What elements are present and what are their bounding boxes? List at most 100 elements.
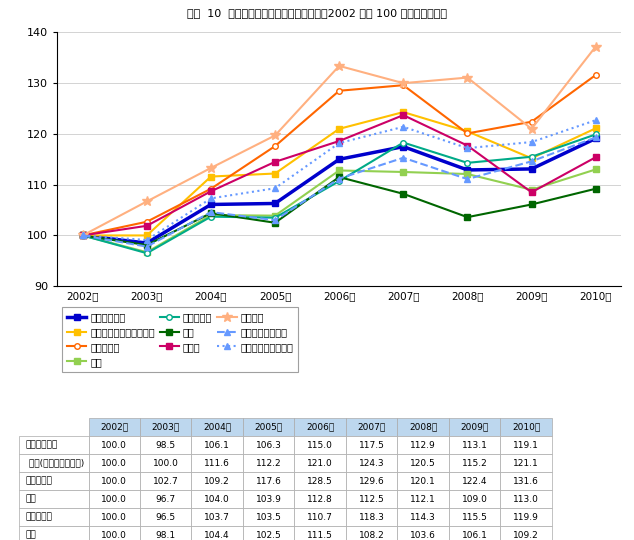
粉末冶金 (207, 165, 215, 171)
粉末冶金 (399, 80, 407, 86)
粉末冶金 (592, 43, 600, 50)
粉末冶金 (143, 198, 151, 205)
金属プレス (335, 178, 343, 184)
金属プレス (79, 232, 86, 239)
熱処理 (527, 189, 535, 195)
ダイカスト (79, 232, 86, 239)
Line: 金属プレス: 金属プレス (80, 132, 598, 256)
（参考）輸送用機械 (271, 185, 279, 192)
熱処理 (79, 232, 86, 239)
Line: （参考）製造業計: （参考）製造業計 (80, 134, 598, 249)
Line: ダイカスト: ダイカスト (80, 72, 598, 238)
素形材産業計 (79, 232, 86, 239)
熱処理 (335, 138, 343, 144)
镃造（ダイカスト除く） (463, 128, 471, 134)
ダイカスト (592, 72, 600, 78)
金型 (79, 232, 86, 239)
Line: （参考）輸送用機械: （参考）輸送用機械 (80, 117, 598, 243)
鍛造 (592, 166, 600, 173)
金属プレス (463, 160, 471, 166)
镃造（ダイカスト除く） (207, 173, 215, 180)
Line: 鍛造: 鍛造 (80, 167, 598, 255)
素形材産業計 (527, 166, 535, 172)
（参考）輸送用機械 (79, 232, 86, 239)
ダイカスト (335, 87, 343, 94)
素形材産業計 (335, 156, 343, 163)
鍛造 (207, 212, 215, 218)
ダイカスト (527, 118, 535, 125)
Text: 図表  10  １事業所あたり従業者数の推移（2002 年を 100 として指数化）: 図表 10 １事業所あたり従業者数の推移（2002 年を 100 として指数化） (187, 8, 447, 18)
金型 (399, 191, 407, 197)
粉末冶金 (335, 63, 343, 69)
素形材産業計 (207, 201, 215, 208)
熱処理 (592, 154, 600, 160)
镃造（ダイカスト除く） (271, 170, 279, 177)
熱処理 (207, 188, 215, 194)
粉末冶金 (79, 232, 86, 239)
鍛造 (335, 167, 343, 174)
（参考）輸送用機械 (207, 195, 215, 201)
（参考）製造業計 (399, 154, 407, 161)
鍛造 (79, 232, 86, 239)
金属プレス (592, 131, 600, 138)
（参考）製造業計 (79, 232, 86, 239)
金属プレス (271, 214, 279, 221)
镃造（ダイカスト除く） (143, 232, 151, 239)
（参考）製造業計 (527, 158, 535, 165)
金型 (463, 214, 471, 220)
素形材産業計 (143, 240, 151, 246)
粉末冶金 (527, 126, 535, 132)
（参考）輸送用機械 (143, 237, 151, 243)
金属プレス (207, 213, 215, 220)
金型 (207, 210, 215, 217)
金型 (527, 201, 535, 208)
（参考）製造業計 (143, 244, 151, 250)
鍛造 (143, 249, 151, 255)
素形材産業計 (463, 167, 471, 173)
熱処理 (271, 159, 279, 165)
熱処理 (143, 222, 151, 229)
镃造（ダイカスト除く） (335, 126, 343, 132)
镃造（ダイカスト除く） (527, 155, 535, 161)
金属プレス (399, 139, 407, 146)
ダイカスト (463, 130, 471, 137)
粉末冶金 (271, 132, 279, 139)
（参考）製造業計 (207, 209, 215, 215)
（参考）輸送用機械 (463, 145, 471, 151)
（参考）製造業計 (335, 176, 343, 182)
ダイカスト (399, 82, 407, 89)
ダイカスト (271, 143, 279, 150)
Line: 粉末冶金: 粉末冶金 (78, 42, 600, 240)
鍛造 (271, 212, 279, 219)
（参考）輸送用機械 (527, 139, 535, 145)
熱処理 (399, 112, 407, 118)
Line: 素形材産業計: 素形材産業計 (80, 136, 598, 246)
金型 (143, 242, 151, 248)
熱処理 (463, 143, 471, 149)
Line: 镃造（ダイカスト除く）: 镃造（ダイカスト除く） (80, 109, 598, 238)
ダイカスト (207, 186, 215, 192)
（参考）製造業計 (271, 217, 279, 224)
Line: 熱処理: 熱処理 (80, 112, 598, 238)
（参考）輸送用機械 (335, 140, 343, 146)
素形材産業計 (592, 135, 600, 141)
粉末冶金 (463, 75, 471, 81)
金型 (335, 174, 343, 180)
镃造（ダイカスト除く） (79, 232, 86, 239)
鍛造 (463, 171, 471, 177)
Line: 金型: 金型 (80, 174, 598, 248)
鍛造 (527, 186, 535, 193)
Legend: 素形材産業計, 镃造（ダイカスト除く）, ダイカスト, 鍛造, 金属プレス, 金型, 熱処理, 粉末冶金, （参考）製造業計, （参考）輸送用機械: 素形材産業計, 镃造（ダイカスト除く）, ダイカスト, 鍛造, 金属プレス, 金… (62, 307, 298, 372)
（参考）製造業計 (463, 176, 471, 183)
素形材産業計 (399, 143, 407, 150)
素形材産業計 (271, 200, 279, 207)
金属プレス (527, 153, 535, 160)
（参考）輸送用機械 (592, 117, 600, 124)
（参考）製造業計 (592, 134, 600, 141)
金属プレス (143, 250, 151, 256)
金型 (592, 186, 600, 192)
（参考）輸送用機械 (399, 124, 407, 130)
鍛造 (399, 168, 407, 175)
镃造（ダイカスト除く） (592, 125, 600, 132)
ダイカスト (143, 219, 151, 225)
